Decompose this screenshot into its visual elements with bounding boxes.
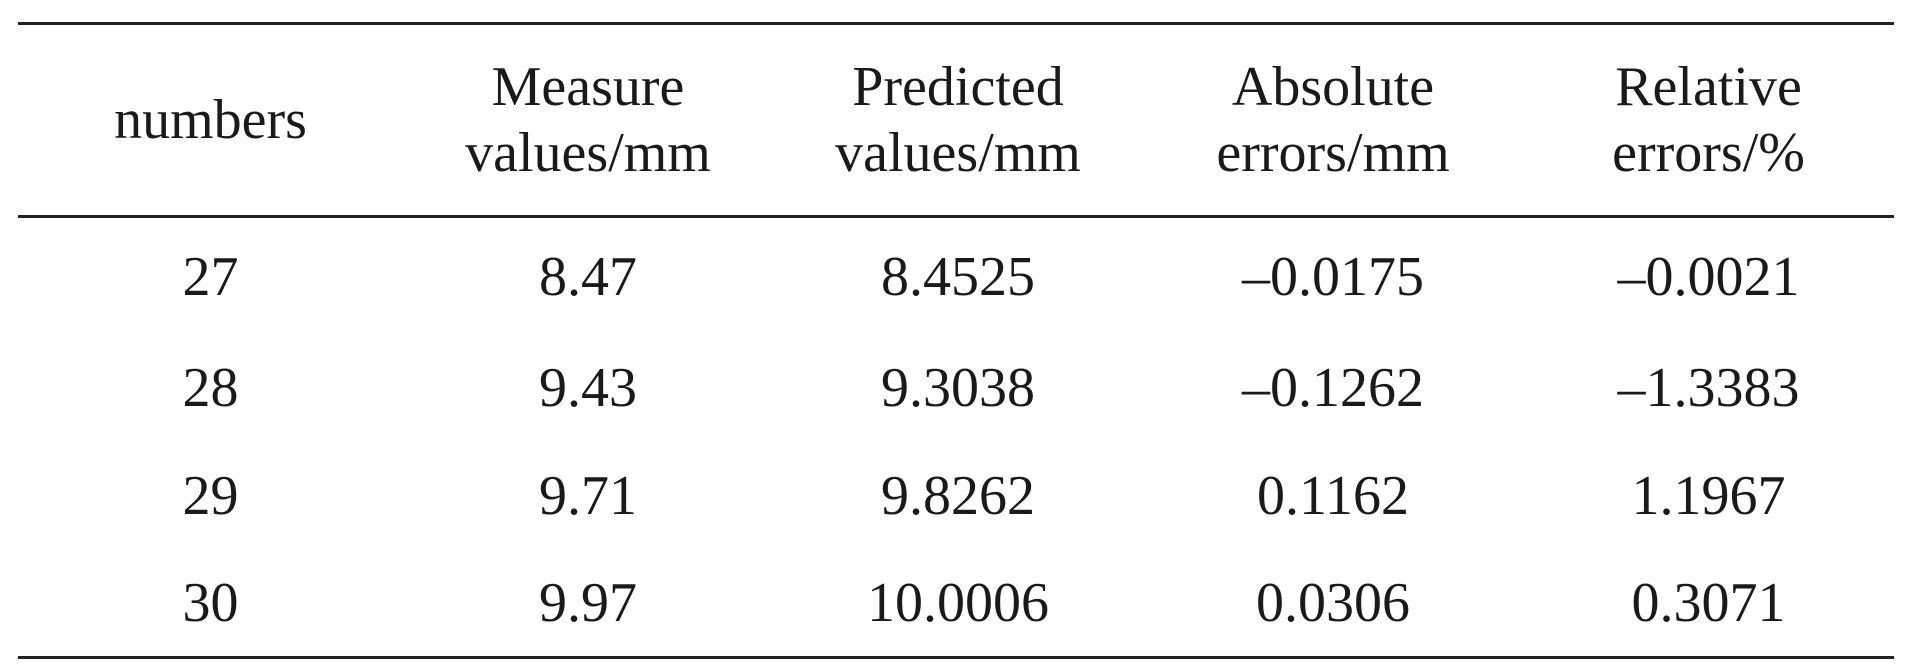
table-row: 29 9.71 9.8262 0.1162 1.1967 <box>18 442 1894 550</box>
header-relative-errors-line-2: errors/% <box>1612 122 1805 184</box>
results-table: numbers Measure values/mm Predicted valu… <box>18 22 1894 659</box>
cell-relative-error: 1.1967 <box>1631 465 1786 527</box>
table-row: 28 9.43 9.3038 –0.1262 –1.3383 <box>18 334 1894 442</box>
header-measure-values: Measure values/mm <box>403 24 773 217</box>
cell-relative-error: –1.3383 <box>1617 357 1800 419</box>
header-numbers: numbers <box>18 24 403 217</box>
table-header: numbers Measure values/mm Predicted valu… <box>18 23 1894 217</box>
header-absolute-errors-line-2: errors/mm <box>1216 122 1450 184</box>
cell-measure-value: 9.71 <box>539 465 637 527</box>
cell-number: 28 <box>182 357 239 419</box>
cell-absolute-error: –0.0175 <box>1242 246 1424 308</box>
table-body: 27 8.47 8.4525 –0.0175 –0.0021 28 9.43 9… <box>18 217 1894 658</box>
header-absolute-errors-line-1: Absolute <box>1231 56 1435 118</box>
header-measure-values-line-1: Measure <box>491 56 685 118</box>
header-predicted-values-line-1: Predicted <box>852 56 1064 118</box>
cell-predicted-value: 9.8262 <box>881 465 1035 527</box>
header-predicted-values-line-2: values/mm <box>835 122 1081 184</box>
cell-number: 27 <box>182 246 239 308</box>
cell-relative-error: –0.0021 <box>1617 246 1800 308</box>
cell-measure-value: 8.47 <box>539 246 637 308</box>
header-numbers-line-1: numbers <box>114 89 307 151</box>
cell-predicted-value: 9.3038 <box>881 357 1035 419</box>
header-relative-errors-line-1: Relative <box>1615 56 1802 118</box>
cell-measure-value: 9.97 <box>539 572 637 634</box>
cell-relative-error: 0.3071 <box>1631 572 1786 634</box>
cell-measure-value: 9.43 <box>539 357 637 419</box>
header-relative-errors: Relative errors/% <box>1523 24 1894 217</box>
cell-number: 30 <box>182 572 239 634</box>
results-table-container: numbers Measure values/mm Predicted valu… <box>18 22 1894 659</box>
table-row: 27 8.47 8.4525 –0.0175 –0.0021 <box>18 217 1894 335</box>
cell-number: 29 <box>182 465 239 527</box>
header-row: numbers Measure values/mm Predicted valu… <box>18 23 1894 217</box>
header-measure-values-line-2: values/mm <box>465 122 711 184</box>
cell-absolute-error: –0.1262 <box>1242 357 1424 419</box>
table-row: 30 9.97 10.0006 0.0306 0.3071 <box>18 550 1894 658</box>
cell-predicted-value: 10.0006 <box>867 572 1049 634</box>
header-absolute-errors: Absolute errors/mm <box>1143 24 1523 217</box>
cell-absolute-error: 0.0306 <box>1256 572 1410 634</box>
cell-predicted-value: 8.4525 <box>881 246 1035 308</box>
cell-absolute-error: 0.1162 <box>1257 465 1409 527</box>
header-predicted-values: Predicted values/mm <box>773 24 1143 217</box>
